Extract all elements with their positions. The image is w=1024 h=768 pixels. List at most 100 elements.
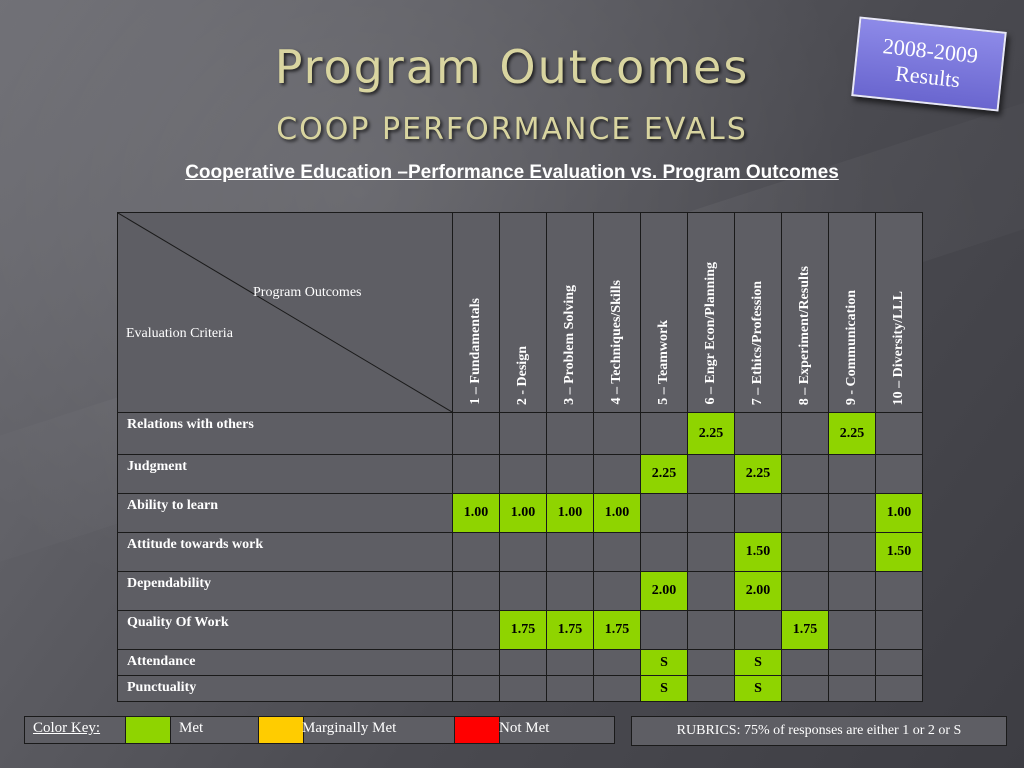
table-cell	[734, 412, 782, 455]
table-row: Attendance S S	[117, 649, 923, 676]
column-header-label: 4 – Techniques/Skills	[609, 280, 624, 405]
table-cell	[452, 675, 500, 702]
table-cell	[828, 571, 876, 611]
table-cell	[687, 675, 735, 702]
slide-subtitle: COOP PERFORMANCE EVALS	[276, 112, 748, 147]
table-cell	[687, 454, 735, 494]
table-cell	[687, 493, 735, 533]
results-badge: 2008-2009 Results	[851, 16, 1007, 112]
row-label: Ability to learn	[117, 493, 453, 533]
table-cell	[640, 610, 688, 650]
table-cell	[593, 454, 641, 494]
swatch-met	[125, 717, 171, 743]
table-cell	[499, 675, 547, 702]
column-header-8: 8 – Experiment/Results	[781, 212, 829, 413]
table-cell	[452, 649, 500, 676]
cell-value: S	[754, 654, 762, 670]
table-row: Relations with others 2.25 2.25	[117, 412, 923, 455]
cell-value: 2.25	[698, 425, 724, 441]
header-row: Program Outcomes Evaluation Criteria 1 –…	[117, 212, 923, 413]
table-cell	[687, 649, 735, 676]
table-cell	[499, 412, 547, 455]
swatch-marginally-met	[258, 717, 304, 743]
column-header-label: 3 – Problem Solving	[562, 285, 577, 405]
table-cell	[875, 610, 923, 650]
cell-value: 1.75	[604, 622, 630, 637]
column-header-7: 7 – Ethics/Profession	[734, 212, 782, 413]
table-cell	[546, 649, 594, 676]
cell-value: 1.75	[510, 622, 536, 637]
table-row: Ability to learn 1.00 1.00 1.00 1.00 1.00	[117, 493, 923, 533]
table-cell	[640, 412, 688, 455]
cell-value: 1.00	[557, 505, 583, 520]
cell-value: 2.00	[651, 583, 677, 598]
table-cell: 1.75	[499, 610, 547, 650]
column-header-2: 2 - Design	[499, 212, 547, 413]
table-cell: S	[734, 649, 782, 676]
column-header-label: 10 – Diversity/LLL	[891, 290, 906, 405]
cell-value: 2.25	[745, 466, 771, 481]
table-cell	[875, 649, 923, 676]
table-cell	[593, 675, 641, 702]
table-cell	[452, 454, 500, 494]
table-cell: S	[640, 649, 688, 676]
column-header-3: 3 – Problem Solving	[546, 212, 594, 413]
table-row: Quality Of Work 1.75 1.75 1.75 1.75	[117, 610, 923, 650]
table-cell: 2.25	[640, 454, 688, 494]
table-cell	[875, 571, 923, 611]
cell-value: 1.75	[557, 622, 583, 637]
column-header-10: 10 – Diversity/LLL	[875, 212, 923, 413]
table-cell: S	[640, 675, 688, 702]
table-cell	[781, 412, 829, 455]
cell-value: 1.00	[510, 505, 536, 520]
column-header-label: 8 – Experiment/Results	[797, 265, 812, 405]
cell-value: S	[754, 680, 762, 696]
rubric-note: RUBRICS: 75% of responses are either 1 o…	[631, 716, 1007, 746]
table-cell: 2.25	[828, 412, 876, 455]
table-cell	[781, 649, 829, 676]
column-header-label: 1 – Fundamentals	[468, 298, 483, 405]
table-cell: 1.50	[734, 532, 782, 572]
table-cell: 1.75	[593, 610, 641, 650]
swatch-not-met	[454, 717, 500, 743]
table-cell	[499, 454, 547, 494]
table-cell	[546, 532, 594, 572]
row-label: Judgment	[117, 454, 453, 494]
corner-evaluation-criteria: Evaluation Criteria	[126, 326, 233, 341]
table-cell: 1.75	[546, 610, 594, 650]
column-header-9: 9 - Communication	[828, 212, 876, 413]
cell-value: 1.50	[745, 544, 771, 559]
table-cell	[828, 454, 876, 494]
row-label: Quality Of Work	[117, 610, 453, 650]
table-cell	[828, 675, 876, 702]
table-cell: 1.75	[781, 610, 829, 650]
corner-cell: Program Outcomes Evaluation Criteria	[117, 212, 453, 413]
table-cell: 2.00	[734, 571, 782, 611]
color-key-met: Met	[179, 720, 204, 736]
cell-value: 2.00	[745, 583, 771, 598]
outcomes-table: Program Outcomes Evaluation Criteria 1 –…	[117, 212, 923, 702]
cell-value: 1.50	[886, 544, 912, 559]
table-cell: 2.25	[687, 412, 735, 455]
table-cell	[499, 649, 547, 676]
table-cell	[781, 571, 829, 611]
table-cell	[687, 610, 735, 650]
table-cell	[828, 610, 876, 650]
table-cell	[875, 454, 923, 494]
table-cell	[875, 412, 923, 455]
table-row: Dependability 2.00 2.00	[117, 571, 923, 611]
cell-value: 1.00	[463, 505, 489, 520]
corner-diagonal	[118, 213, 452, 412]
table-row: Punctuality S S	[117, 675, 923, 702]
table-cell	[640, 532, 688, 572]
table-cell	[781, 454, 829, 494]
table-row: Judgment 2.25 2.25	[117, 454, 923, 494]
table-cell	[734, 610, 782, 650]
table-cell	[593, 649, 641, 676]
table-cell	[781, 675, 829, 702]
cell-value: 1.00	[604, 505, 630, 520]
table-cell	[687, 532, 735, 572]
column-header-label: 7 – Ethics/Profession	[750, 280, 765, 405]
table-cell	[828, 649, 876, 676]
table-cell	[687, 571, 735, 611]
